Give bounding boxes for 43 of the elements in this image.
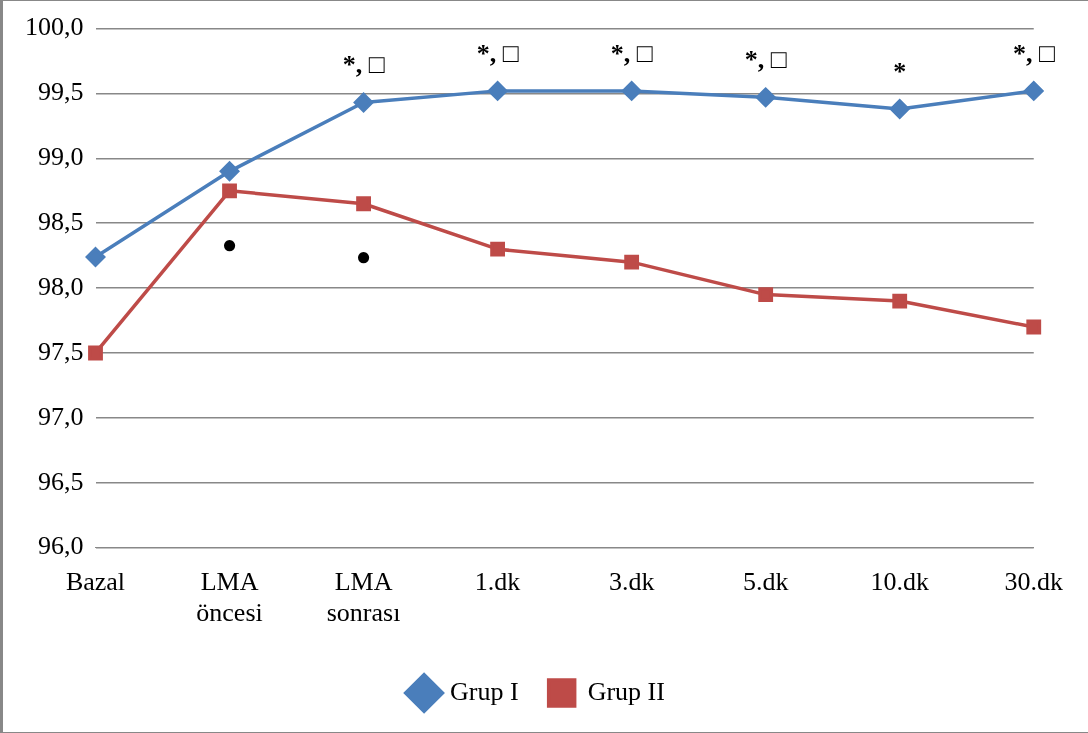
x-tick-label: LMA öncesi xyxy=(196,567,263,628)
y-tick-label: 97,5 xyxy=(38,336,84,366)
y-tick-label: 96,0 xyxy=(38,531,84,561)
x-tick-label: 10.dk xyxy=(870,567,929,597)
point xyxy=(85,247,106,267)
point xyxy=(889,99,910,119)
annotation: *, □ xyxy=(744,45,787,75)
point xyxy=(487,81,508,101)
y-tick-label: 100,0 xyxy=(25,12,84,42)
point xyxy=(222,183,237,199)
y-tick-label: 99,0 xyxy=(38,142,84,172)
x-tick-label: 30.dk xyxy=(1004,567,1063,597)
annotation: ● xyxy=(355,242,372,272)
x-tick-label: Bazal xyxy=(65,567,126,597)
point xyxy=(1024,81,1044,101)
point xyxy=(353,92,374,113)
x-tick-label: LMA sonrası xyxy=(326,567,401,628)
point xyxy=(621,81,642,101)
point xyxy=(490,241,506,257)
point xyxy=(219,161,240,182)
x-tick-label: 5.dk xyxy=(742,567,789,597)
annotation: *, □ xyxy=(1012,38,1055,68)
point xyxy=(758,287,774,302)
y-tick-label: 98,5 xyxy=(38,207,84,237)
y-tick-label: 98,0 xyxy=(38,271,84,301)
annotation: ● xyxy=(221,229,238,259)
point xyxy=(1026,319,1042,335)
point xyxy=(356,196,371,212)
y-tick-label: 99,5 xyxy=(38,77,84,107)
annotation: * xyxy=(893,56,907,86)
annotation: *, □ xyxy=(476,38,519,68)
point xyxy=(892,293,908,309)
point xyxy=(624,254,640,270)
legend-label: Grup II xyxy=(587,676,665,706)
x-tick-label: 1.dk xyxy=(474,567,521,597)
annotation: *, □ xyxy=(342,50,385,80)
y-tick-label: 96,5 xyxy=(38,466,84,496)
y-tick-label: 97,0 xyxy=(38,401,84,431)
annotation: *, □ xyxy=(610,38,653,68)
legend-label: Grup I xyxy=(450,676,519,706)
point xyxy=(755,87,776,108)
point xyxy=(88,345,103,361)
x-tick-label: 3.dk xyxy=(608,567,655,597)
